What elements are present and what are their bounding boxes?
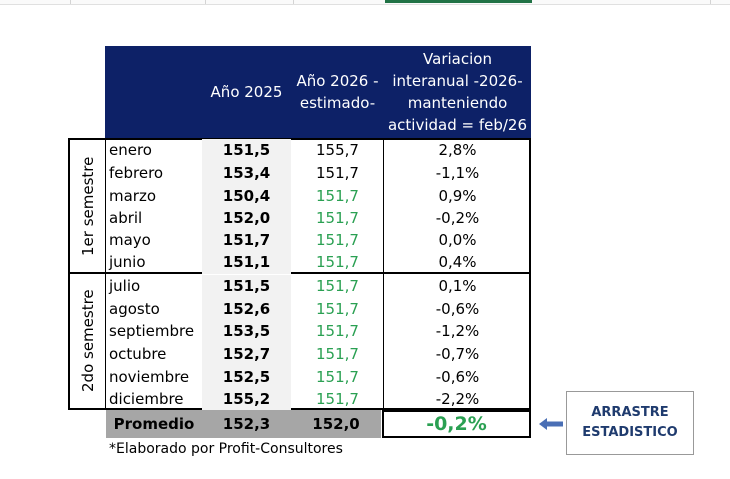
value-2025-cell[interactable]: 152,5 bbox=[202, 366, 291, 389]
value-2025-cell[interactable]: 152,6 bbox=[202, 298, 291, 321]
value-2025-cell[interactable]: 151,7 bbox=[202, 229, 291, 252]
month-cell[interactable]: noviembre bbox=[109, 368, 190, 386]
value-2026-cell[interactable]: 151,7 bbox=[316, 231, 359, 249]
header-year-2025-label: Año 2025 bbox=[210, 83, 283, 101]
value-2026-cell[interactable]: 151,7 bbox=[316, 209, 359, 227]
month-cell[interactable]: agosto bbox=[109, 300, 160, 318]
variation-cell[interactable]: -0,6% bbox=[435, 300, 480, 318]
column-divider bbox=[293, 0, 294, 4]
callout-line2: ESTADISTICO bbox=[582, 425, 678, 440]
header-variation-line3: manteniendo bbox=[407, 94, 508, 112]
value-2026-cell[interactable]: 151,7 bbox=[316, 300, 359, 318]
value-2026-cell[interactable]: 151,7 bbox=[316, 345, 359, 363]
variation-cell[interactable]: -0,6% bbox=[435, 368, 480, 386]
header-year-2026: Año 2026 - estimado- bbox=[291, 46, 384, 138]
header-year-2026-line1: Año 2026 - bbox=[296, 72, 379, 90]
month-cell[interactable]: julio bbox=[109, 277, 141, 295]
header-year-2025: Año 2025 bbox=[202, 46, 291, 138]
value-2025-cell[interactable]: 150,4 bbox=[202, 185, 291, 208]
variation-cell[interactable]: 0,4% bbox=[438, 253, 477, 271]
variation-cell[interactable]: -1,1% bbox=[435, 164, 480, 182]
value-2025-cell[interactable]: 152,7 bbox=[202, 343, 291, 366]
column-divider bbox=[205, 0, 206, 4]
callout-line1: ARRASTRE bbox=[591, 405, 669, 420]
value-2026-cell[interactable]: 151,7 bbox=[316, 253, 359, 271]
sheet-top-border bbox=[0, 0, 730, 5]
value-2026-cell[interactable]: 151,7 bbox=[316, 322, 359, 340]
value-2026-cell[interactable]: 155,7 bbox=[316, 141, 359, 159]
month-cell[interactable]: enero bbox=[109, 141, 152, 159]
header-variation: Variacion interanual -2026- manteniendo … bbox=[384, 46, 531, 138]
value-2026-cell[interactable]: 151,7 bbox=[316, 390, 359, 408]
month-cell[interactable]: febrero bbox=[109, 164, 164, 182]
semester-2-label: 2do semestre bbox=[79, 289, 97, 393]
value-2025-cell[interactable]: 151,5 bbox=[202, 139, 291, 162]
arrow-left-icon bbox=[539, 418, 563, 430]
month-cell[interactable]: marzo bbox=[109, 187, 157, 205]
month-cell[interactable]: octubre bbox=[109, 345, 167, 363]
header-variation-line4: actividad = feb/26 bbox=[387, 116, 528, 134]
variation-cell[interactable]: 0,9% bbox=[438, 187, 477, 205]
header-variation-line2: interanual -2026- bbox=[392, 72, 523, 90]
month-cell[interactable]: abril bbox=[109, 209, 143, 227]
footnote: *Elaborado por Profit-Consultores bbox=[109, 441, 343, 457]
header-blank bbox=[105, 46, 202, 138]
value-2025-cell[interactable]: 152,0 bbox=[202, 207, 291, 230]
header-variation-line1: Variacion bbox=[423, 50, 492, 68]
month-cell[interactable]: diciembre bbox=[109, 390, 184, 408]
column-divider bbox=[710, 0, 711, 4]
semester-2-box bbox=[68, 272, 531, 410]
average-2025[interactable]: 152,3 bbox=[222, 415, 271, 433]
variation-cell[interactable]: 0,1% bbox=[438, 277, 477, 295]
header-year-2026-line2: estimado- bbox=[299, 94, 376, 112]
variation-cell[interactable]: -0,7% bbox=[435, 345, 480, 363]
month-cell[interactable]: mayo bbox=[109, 231, 151, 249]
variation-cell[interactable]: 2,8% bbox=[438, 141, 477, 159]
value-2026-cell[interactable]: 151,7 bbox=[316, 368, 359, 386]
value-2025-cell[interactable]: 155,2 bbox=[202, 388, 291, 411]
semester-1-label: 1er semestre bbox=[79, 156, 97, 256]
var-column-divider bbox=[383, 138, 384, 410]
value-2026-cell[interactable]: 151,7 bbox=[316, 164, 359, 182]
variation-cell[interactable]: -0,2% bbox=[435, 209, 480, 227]
value-2026-cell[interactable]: 151,7 bbox=[316, 277, 359, 295]
average-row-background bbox=[106, 410, 381, 438]
variation-cell[interactable]: -2,2% bbox=[435, 390, 480, 408]
value-2025-cell[interactable]: 153,4 bbox=[202, 162, 291, 185]
month-cell[interactable]: septiembre bbox=[109, 322, 195, 340]
average-label[interactable]: Promedio bbox=[113, 415, 195, 433]
column-divider bbox=[70, 0, 71, 4]
selected-column-indicator bbox=[385, 0, 532, 3]
value-2026-cell[interactable]: 151,7 bbox=[316, 187, 359, 205]
month-column-divider bbox=[105, 138, 106, 410]
value-2025-cell[interactable]: 151,1 bbox=[202, 251, 291, 274]
value-2025-cell[interactable]: 153,5 bbox=[202, 320, 291, 343]
month-cell[interactable]: junio bbox=[109, 253, 146, 271]
variation-cell[interactable]: -1,2% bbox=[435, 322, 480, 340]
average-2026[interactable]: 152,0 bbox=[312, 415, 360, 433]
average-variation[interactable]: -0,2% bbox=[382, 410, 531, 438]
value-2025-cell[interactable]: 151,5 bbox=[202, 275, 291, 298]
arrastre-estadistico-callout[interactable]: ARRASTRE ESTADISTICO bbox=[566, 391, 694, 455]
variation-cell[interactable]: 0,0% bbox=[438, 231, 477, 249]
